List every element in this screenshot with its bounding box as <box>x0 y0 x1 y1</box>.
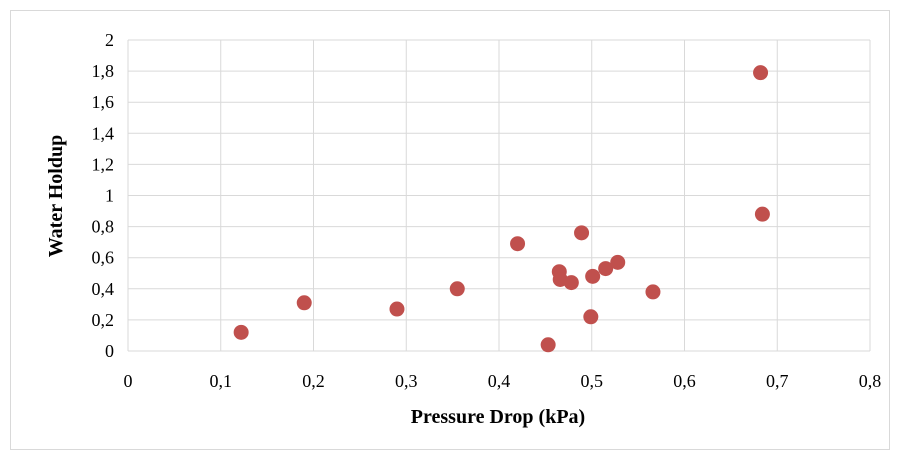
x-tick-label: 0,4 <box>488 371 511 391</box>
x-tick-label: 0,1 <box>210 371 233 391</box>
data-points <box>233 65 770 353</box>
x-tick-label: 0,8 <box>859 371 882 391</box>
data-point <box>754 206 770 222</box>
tick-labels: 0 0,2 0,4 0,6 0,8 1 1,2 1,4 1,6 1,8 2 0 0,1 0,2 0,3 0,4… <box>92 30 882 391</box>
x-tick-label: 0,2 <box>302 371 325 391</box>
data-point <box>645 284 661 300</box>
y-axis-title: Water Holdup <box>45 135 67 257</box>
y-tick-label: 0,6 <box>92 248 115 268</box>
data-point <box>574 225 590 241</box>
y-tick-label: 1,4 <box>92 123 115 143</box>
grid <box>127 39 871 352</box>
data-point <box>233 324 249 340</box>
y-tick-label: 1,2 <box>92 154 115 174</box>
data-point <box>540 337 556 353</box>
data-point <box>585 268 601 284</box>
y-tick-label: 0,2 <box>92 310 115 330</box>
y-tick-label: 0,8 <box>92 217 115 237</box>
y-tick-label: 1,6 <box>92 92 115 112</box>
x-tick-label: 0,6 <box>673 371 696 391</box>
y-tick-label: 1 <box>105 186 114 206</box>
x-axis-title: Pressure Drop (kPa) <box>411 406 585 428</box>
data-point <box>296 295 312 311</box>
x-tick-label: 0 <box>124 371 133 391</box>
data-point <box>563 275 579 291</box>
y-tick-label: 0 <box>105 341 114 361</box>
y-tick-label: 2 <box>105 30 114 50</box>
y-tick-label: 1,8 <box>92 61 115 81</box>
data-point <box>510 236 526 252</box>
x-tick-label: 0,7 <box>766 371 789 391</box>
data-point <box>583 309 599 325</box>
data-point <box>610 254 626 270</box>
chart-frame <box>10 10 890 450</box>
x-tick-label: 0,3 <box>395 371 418 391</box>
data-point <box>449 281 465 297</box>
x-tick-label: 0,5 <box>581 371 604 391</box>
data-point <box>389 301 405 317</box>
data-point <box>753 65 769 81</box>
y-tick-label: 0,4 <box>92 279 115 299</box>
data-point <box>598 261 614 277</box>
